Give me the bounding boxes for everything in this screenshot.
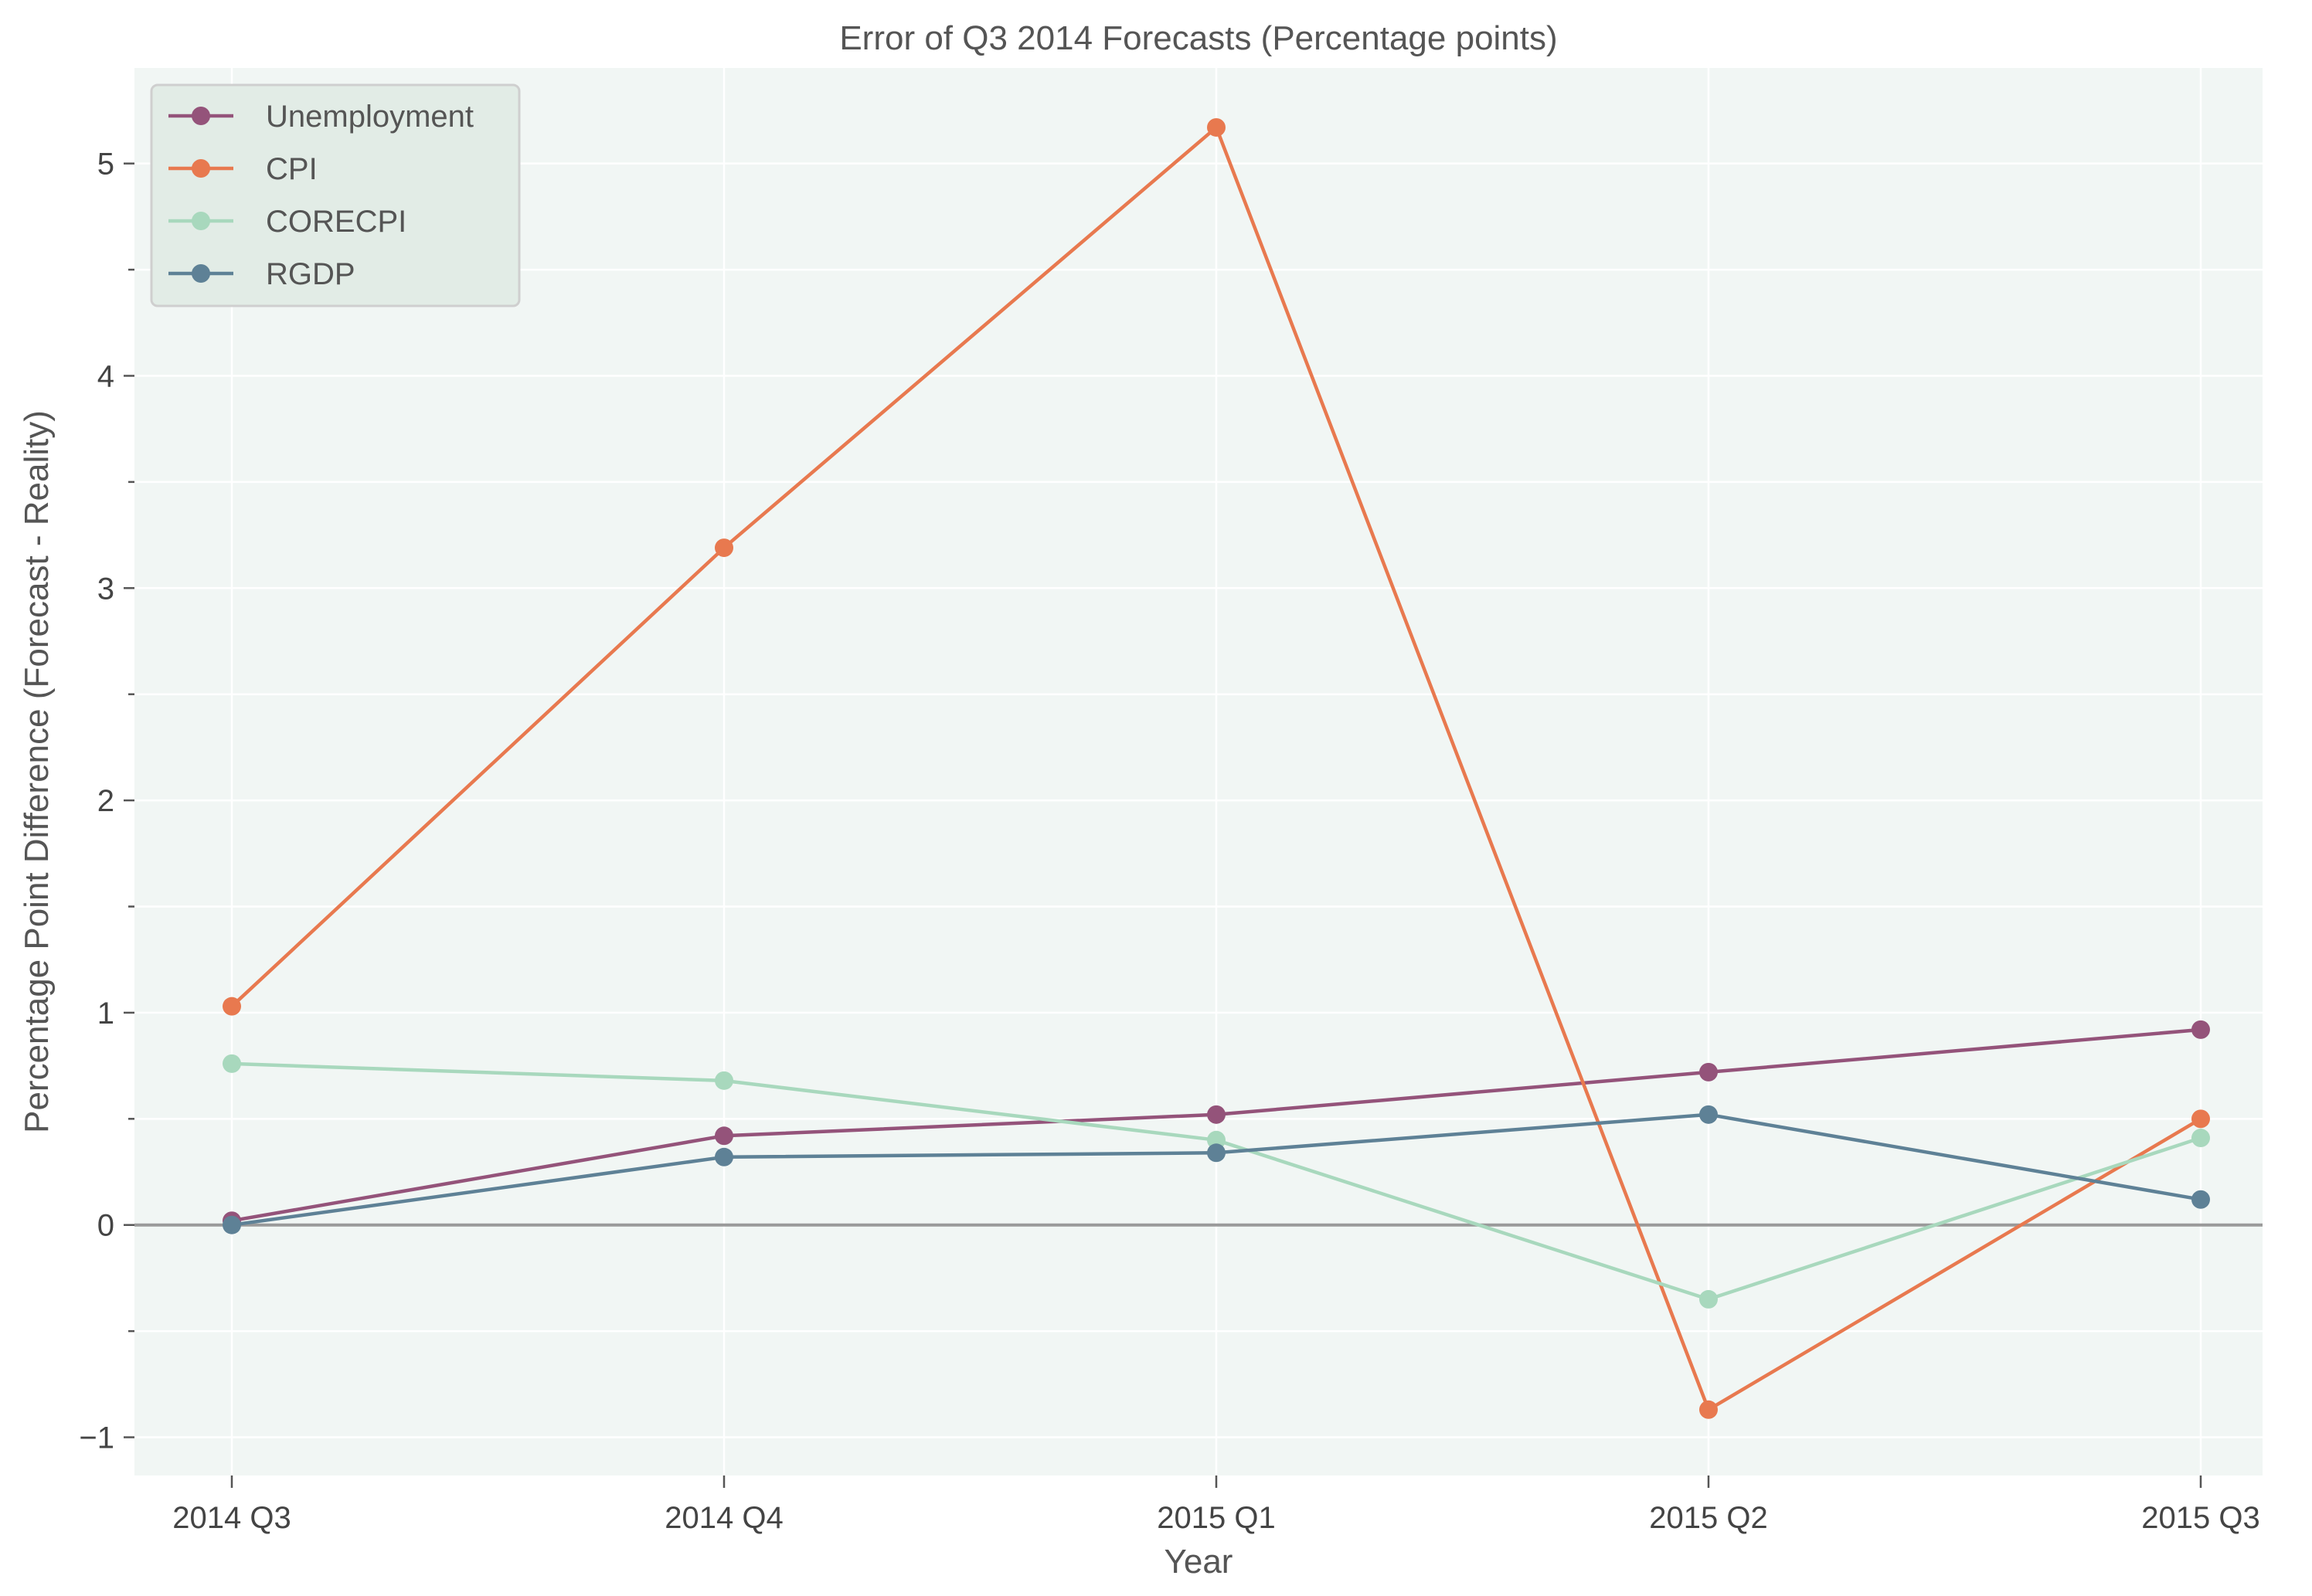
series-layer [223,117,2210,1419]
data-point [1207,1130,1226,1149]
x-axis-label: Year [1164,1543,1233,1581]
data-point [2191,1109,2210,1129]
legend-item: Unemployment [168,100,474,134]
grid [134,68,2263,1475]
x-tick-label: 2014 Q3 [172,1501,291,1535]
data-point [1699,1105,1718,1124]
y-tick-label: −1 [79,1421,114,1455]
y-tick-label: 3 [97,572,114,606]
data-point [2191,1020,2210,1039]
data-point [1699,1062,1718,1082]
legend-item: CORECPI [168,205,406,239]
data-point [223,997,241,1016]
legend-swatch-marker [192,159,210,178]
y-tick-label: 1 [97,997,114,1031]
data-point [1699,1400,1718,1419]
axes: −1 0 1 2 3 4 5 2014 Q3 2014 Q4 2015 Q1 2015 Q2 2015… [79,148,2259,1535]
data-point [223,1215,241,1234]
data-point [715,1126,733,1146]
legend-label: Unemployment [266,100,474,134]
data-point [715,538,733,558]
x-tick-label: 2015 Q2 [1649,1501,1767,1535]
legend-swatch-marker [192,107,210,125]
series-rgdp [223,1105,2210,1234]
y-tick-label: 0 [97,1209,114,1243]
data-point [715,1147,733,1166]
y-tick-label: 5 [97,148,114,182]
legend-label: RGDP [266,257,355,291]
x-tick-label: 2015 Q3 [2141,1501,2259,1535]
legend-swatch-marker [192,212,210,230]
y-axis-label: Percentage Point Difference (Forecast - … [18,410,56,1133]
y-tick-label: 2 [97,784,114,818]
legend: Unemployment CPI CORECPI RGDP [150,83,521,307]
legend-label: CORECPI [266,205,406,239]
legend-box [150,83,521,307]
series-unemployment [223,1020,2210,1231]
data-point [1207,1143,1226,1163]
series-cpi [223,117,2210,1419]
legend-item: RGDP [168,257,355,291]
data-point [223,1054,241,1073]
data-point [1207,117,1226,137]
x-tick-label: 2015 Q1 [1157,1501,1275,1535]
legend-item: CPI [168,152,318,186]
data-point [1699,1289,1718,1309]
legend-label: CPI [266,152,318,186]
legend-swatch-marker [192,264,210,283]
chart-title: Error of Q3 2014 Forecasts (Percentage p… [839,19,1557,57]
x-tick-label: 2014 Q4 [665,1501,783,1535]
data-point [2191,1129,2210,1148]
data-point [1207,1105,1226,1124]
data-point [715,1071,733,1090]
series-corecpi [223,1054,2210,1309]
y-tick-label: 4 [97,359,114,393]
data-point [2191,1190,2210,1209]
